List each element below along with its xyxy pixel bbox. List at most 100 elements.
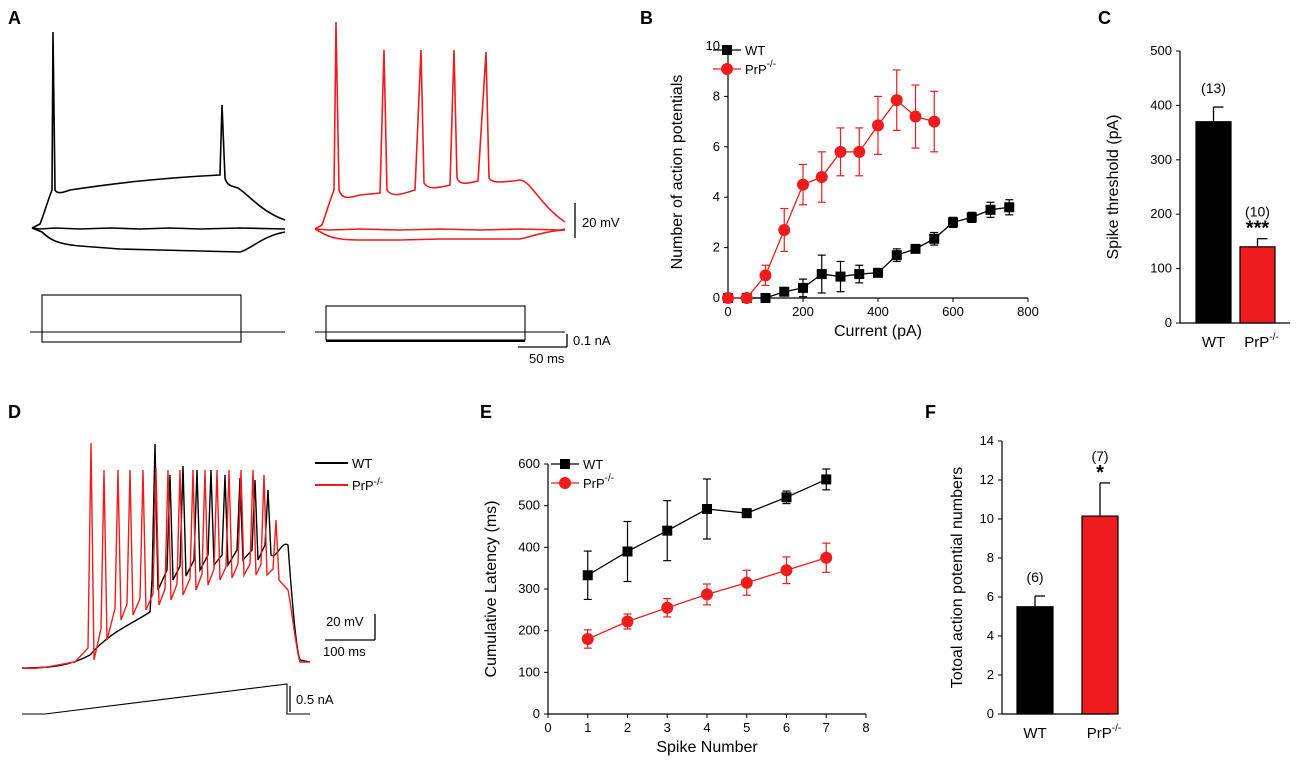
b-x-tick-label: 400 [867,304,889,319]
b-wt-point [966,212,977,223]
f-category-label: PrP-/- [1087,723,1121,742]
f-y-tick-label: 4 [987,628,994,643]
c-bar-wt [1195,121,1232,324]
a-ko-baseline-trace [314,228,566,231]
panel-letter-a: A [8,8,21,28]
e-ko-point [820,551,833,564]
b-ko-point [759,269,772,282]
b-x-tick-label: 200 [792,304,814,319]
b-wt-point [891,250,902,261]
b-wt-point [798,282,808,293]
e-y-tick-label: 500 [518,498,540,513]
e-x-tick-label: 2 [624,720,631,735]
f-y-tick-label: 6 [987,589,994,604]
b-wt-point [948,217,958,228]
e-y-tick-label: 200 [518,623,540,638]
e-y-tick-label: 100 [518,664,540,679]
c-n-label: (10) [1245,204,1270,220]
f-y-tick-label: 8 [987,550,994,565]
e-wt-point [662,525,673,536]
a-wt-baseline-trace [31,227,286,230]
d-legend-ko-label: PrP-/- [352,477,383,493]
panel-a-ko-traces [314,21,566,241]
d-legend: WT PrP-/- [315,456,383,493]
e-ko-point [621,615,634,628]
e-wt-point [741,508,752,519]
b-ko-point [890,94,903,107]
e-x-tick-label: 3 [664,720,671,735]
e-y-tick-label: 300 [518,581,540,596]
e-ko-point [701,588,713,601]
e-legend-label: PrP-/- [583,473,614,491]
b-legend-marker [722,45,732,55]
f-y-tick-label: 0 [987,706,994,721]
e-x-tick-label: 7 [823,720,830,735]
e-wt-point [702,504,712,514]
panel-letter-d: D [8,402,21,422]
b-y-tick-label: 4 [713,189,720,204]
chart-c: 0 100 200 300 400 500 Spike threshold (pA) (13)… [1105,43,1290,351]
a-time-current-scale-bar: 0.1 nA 50 ms [518,333,611,366]
b-x-tick-label: 600 [942,304,964,319]
panel-letter-e: E [480,402,492,422]
c-category-label: PrP-/- [1244,332,1278,351]
b-legend-label: PrP-/- [745,59,776,77]
b-wt-point [816,269,827,280]
d-ramp-protocol: 0.5 nA [22,683,334,715]
a-current-scale-label: 0.1 nA [573,333,611,348]
e-ko-point [581,633,594,645]
chart-b: 0 200 400 600 800 0 2 4 6 8 10 Current (pA) Number o… [669,38,1039,340]
b-y-tick-label: 8 [713,88,720,103]
f-y-axis-title: Totoal action potential numbers [949,467,966,688]
a-ko-depolarized-trace [314,21,566,230]
f-category-label: WT [1023,725,1046,742]
e-legend-marker [559,477,571,489]
b-x-tick-label: 0 [724,304,731,319]
a-voltage-scale-label: 20 mV [582,215,620,230]
b-ko-point [815,171,828,184]
b-wt-point [929,233,940,244]
d-time-scale-label: 100 ms [323,644,366,659]
c-significance-label: *** [1246,218,1270,240]
b-y-tick-label: 2 [713,240,720,255]
c-y-tick-label: 300 [1150,152,1172,167]
d-current-scale-label: 0.5 nA [296,692,334,707]
f-n-label: (7) [1091,448,1108,464]
b-wt-point [760,293,771,303]
b-y-tick-label: 0 [713,290,720,305]
b-ko-point [853,145,866,158]
f-y-tick-label: 10 [980,511,994,526]
b-ko-point [909,110,922,123]
panel-a-traces [31,31,286,253]
e-wt-point [622,546,633,557]
b-y-tick-label: 6 [713,139,720,154]
a-current-protocol [30,294,565,343]
c-y-axis-title: Spike threshold (pA) [1105,115,1122,260]
b-legend-label: WT [745,43,765,58]
b-wt-point [873,267,883,278]
e-y-tick-label: 0 [533,706,540,721]
e-legend-marker [560,459,570,469]
c-bar-ko [1239,246,1276,324]
f-y-tick-label: 12 [980,472,994,487]
b-x-tick-label: 800 [1017,304,1039,319]
d-scale-bar: 20 mV 100 ms [323,614,376,659]
b-wt-line [728,206,1010,299]
e-x-tick-label: 6 [783,720,790,735]
panel-letter-b: B [640,8,653,28]
e-wt-point [781,492,792,503]
c-y-tick-label: 200 [1150,206,1172,221]
b-legend-marker [721,63,733,75]
c-y-tick-label: 0 [1165,315,1172,330]
e-x-axis-title: Spike Number [656,739,758,756]
chart-e: 0 1 2 3 4 5 6 7 8 0 100 200 300 400 500 600 Spike Number… [483,456,870,756]
b-y-tick-label: 10 [706,38,720,53]
d-voltage-scale-label: 20 mV [326,614,364,629]
chart-f: 0 2 4 6 8 10 12 14 Totoal action potential numbe… [949,433,1121,742]
b-wt-point [779,286,790,297]
panel-letter-f: F [925,402,936,422]
f-significance-label: * [1096,462,1104,484]
b-y-axis-title: Number of action potentials [669,75,686,270]
e-y-tick-label: 400 [518,539,540,554]
d-wt-trace [21,443,311,669]
